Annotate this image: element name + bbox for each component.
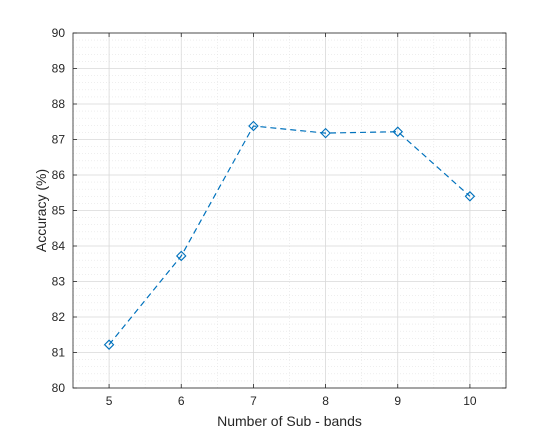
y-tick-label: 89 <box>52 62 66 76</box>
data-point-marker <box>464 191 476 202</box>
y-tick-label: 80 <box>52 381 66 395</box>
x-tick-label: 7 <box>250 394 257 408</box>
y-tick-label: 83 <box>52 275 66 289</box>
y-tick-label: 88 <box>52 97 66 111</box>
y-tick-label: 81 <box>52 346 66 360</box>
tick-marks <box>73 32 506 389</box>
x-tick-label: 6 <box>178 394 185 408</box>
y-tick-label: 84 <box>52 239 66 253</box>
y-tick-label: 85 <box>52 204 66 218</box>
y-axis-label: Accuracy (%) <box>33 169 49 252</box>
x-axis-label: Number of Sub - bands <box>217 413 362 429</box>
series-layer <box>103 120 476 350</box>
data-point-marker <box>248 120 259 132</box>
x-tick-label: 10 <box>463 394 477 408</box>
y-tick-label: 87 <box>52 133 66 147</box>
x-tick-label: 9 <box>394 394 401 408</box>
y-tick-label: 86 <box>52 168 66 182</box>
x-tick-label: 5 <box>106 394 113 408</box>
x-tick-label: 8 <box>322 394 329 408</box>
x-tick-labels: 5 6 7 8 9 10 <box>106 394 477 408</box>
y-tick-label: 90 <box>52 26 66 40</box>
data-point-marker <box>103 339 115 350</box>
series-line <box>108 125 471 346</box>
y-tick-label: 82 <box>52 310 66 324</box>
data-point-marker <box>175 250 187 262</box>
data-point-marker <box>392 126 404 137</box>
y-tick-labels: 80 81 82 83 84 85 86 87 88 89 90 <box>52 26 66 395</box>
data-point-marker <box>320 127 331 139</box>
